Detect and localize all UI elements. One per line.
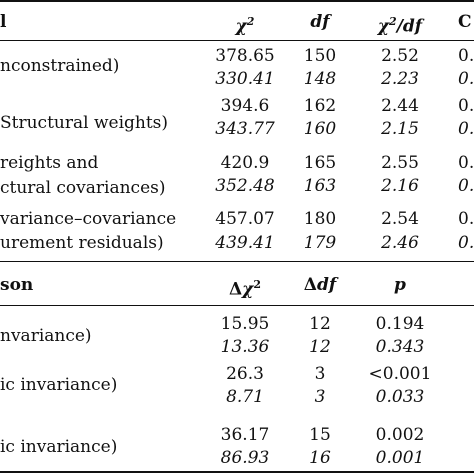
row3-label-b: ctural covariances) [0, 178, 166, 198]
row3-ratio-a: 2.55 [381, 153, 419, 173]
row4-chi2-b: 439.41 [215, 233, 275, 253]
t2-row3-p-b: 0.001 [375, 448, 425, 468]
row4-cfi-b: 0. [458, 233, 474, 253]
t2-row2-p-a: <0.001 [368, 364, 432, 384]
header-rule-2 [0, 305, 474, 306]
bottom-rule [0, 471, 474, 473]
t2-row1-ddf-b: 12 [309, 337, 331, 357]
t2-row3-p-a: 0.002 [375, 425, 425, 445]
row3-label-a: reights and [0, 153, 99, 173]
row1-cfi-b: 0. [458, 69, 474, 89]
t2-row1-p-b: 0.343 [375, 337, 425, 357]
row3-chi2-a: 420.9 [220, 153, 270, 173]
t2-row1-p-a: 0.194 [375, 314, 425, 334]
t2-row3-ddf-a: 15 [309, 425, 331, 445]
t2-row1-ddf-a: 12 [309, 314, 331, 334]
row4-ratio-a: 2.54 [381, 209, 419, 229]
row2-df-b: 160 [303, 119, 337, 139]
t2-row3-label: ic invariance) [0, 437, 118, 457]
header-rule-1 [0, 40, 474, 41]
t2-row2-ddf-a: 3 [314, 364, 326, 384]
row1-chi2-a: 378.65 [215, 46, 275, 66]
row1-ratio-b: 2.23 [381, 69, 419, 89]
header-model: l [0, 12, 7, 32]
row2-chi2-b: 343.77 [215, 119, 275, 139]
t2-row2-dchi2-a: 26.3 [226, 364, 264, 384]
row1-df-b: 148 [303, 69, 337, 89]
t2-row3-dchi2-a: 36.17 [220, 425, 270, 445]
t2-row1-label: nvariance) [0, 326, 92, 346]
row2-ratio-b: 2.15 [381, 119, 419, 139]
header-cfi: C [458, 12, 472, 32]
row2-cfi-b: 0. [458, 119, 474, 139]
row2-chi2-a: 394.6 [220, 96, 270, 116]
t2-row2-ddf-b: 3 [314, 387, 326, 407]
row1-cfi-a: 0. [458, 46, 474, 66]
header-df: df [310, 12, 330, 32]
row1-chi2-b: 330.41 [215, 69, 275, 89]
row3-df-b: 163 [303, 176, 337, 196]
row3-df-a: 165 [303, 153, 337, 173]
row3-chi2-b: 352.48 [215, 176, 275, 196]
row4-df-a: 180 [303, 209, 337, 229]
table-divider-rule [0, 261, 474, 262]
row4-cfi-a: 0. [458, 209, 474, 229]
header-ratio: χ2/df [377, 15, 423, 37]
header-chi2: χ2 [235, 15, 255, 37]
row2-ratio-a: 2.44 [381, 96, 419, 116]
row1-ratio-a: 2.52 [381, 46, 419, 66]
header-delta-df: Δdf [303, 275, 337, 295]
t2-row2-p-b: 0.033 [375, 387, 425, 407]
row4-label-b: urement residuals) [0, 233, 164, 253]
row4-df-b: 179 [303, 233, 337, 253]
row1-df-a: 150 [303, 46, 337, 66]
row3-cfi-b: 0. [458, 176, 474, 196]
row2-df-a: 162 [303, 96, 337, 116]
row4-chi2-a: 457.07 [215, 209, 275, 229]
row2-label: Structural weights) [0, 113, 169, 133]
row4-label-a: variance–covariance [0, 209, 177, 229]
t2-row2-dchi2-b: 8.71 [226, 387, 264, 407]
row4-ratio-b: 2.46 [381, 233, 419, 253]
header-p: p [394, 275, 406, 295]
top-rule [0, 0, 474, 2]
row2-cfi-a: 0. [458, 96, 474, 116]
t2-row3-ddf-b: 16 [309, 448, 331, 468]
t2-row1-dchi2-b: 13.36 [220, 337, 270, 357]
t2-row2-label: ic invariance) [0, 375, 118, 395]
row3-cfi-a: 0. [458, 153, 474, 173]
row3-ratio-b: 2.16 [381, 176, 419, 196]
t2-row3-dchi2-b: 86.93 [220, 448, 270, 468]
t2-row1-dchi2-a: 15.95 [220, 314, 270, 334]
header-delta-chi2: Δχ2 [228, 278, 262, 300]
row1-label: nconstrained) [0, 56, 120, 76]
header-comparison: son [0, 275, 34, 295]
